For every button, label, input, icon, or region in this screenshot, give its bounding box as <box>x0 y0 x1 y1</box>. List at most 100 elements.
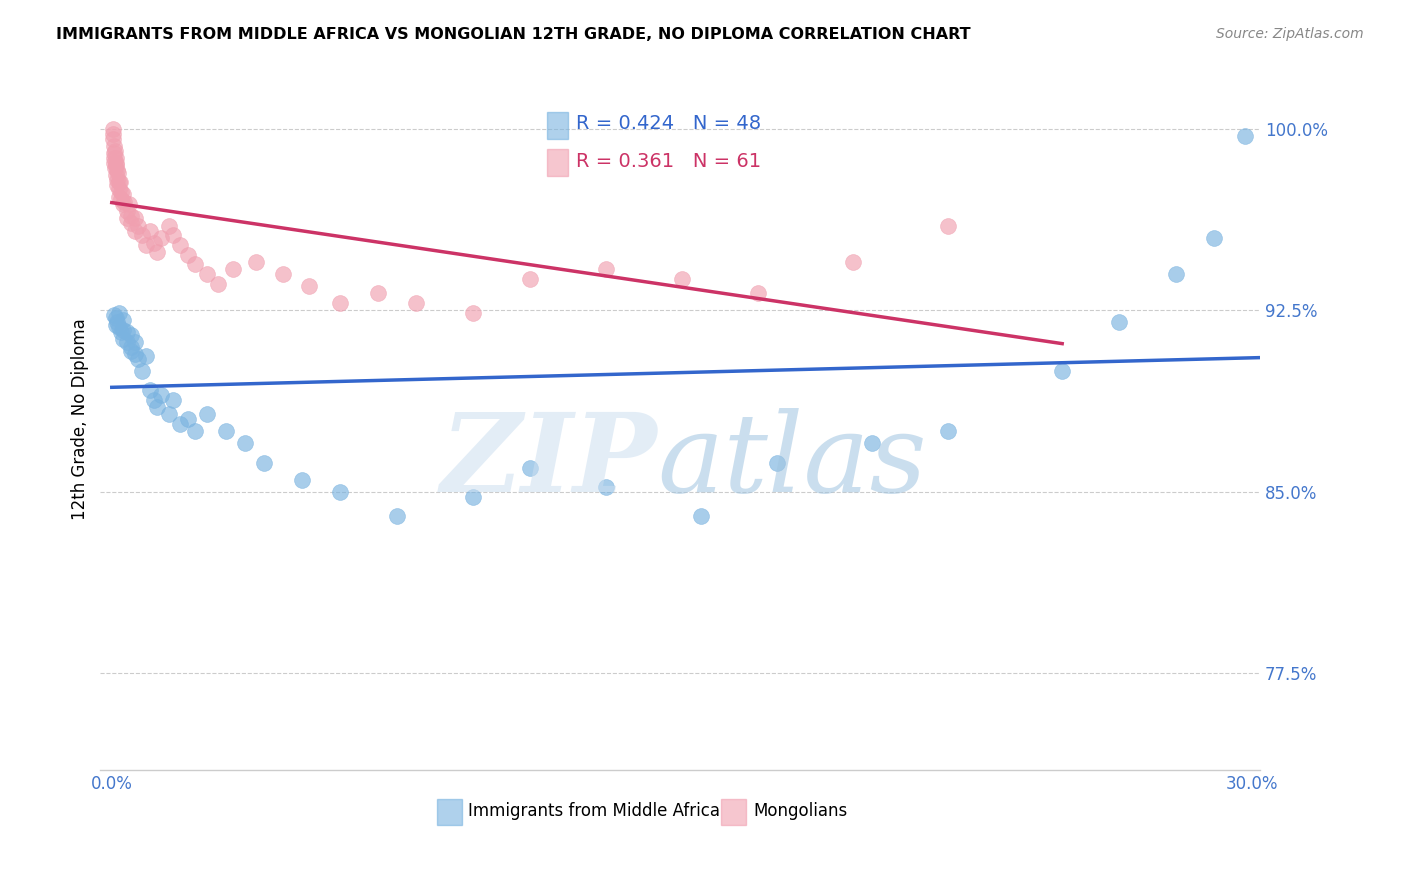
Point <box>107 165 129 179</box>
Point <box>146 400 169 414</box>
Point <box>184 257 207 271</box>
Point <box>104 151 127 165</box>
Point <box>184 425 207 439</box>
Point <box>101 127 124 141</box>
Point <box>367 286 389 301</box>
Point <box>461 306 484 320</box>
Point <box>405 296 427 310</box>
Point <box>112 197 135 211</box>
Point <box>271 267 294 281</box>
Point <box>146 245 169 260</box>
Point <box>112 194 135 209</box>
Point <box>120 216 142 230</box>
Point <box>1204 231 1226 245</box>
Point <box>103 308 125 322</box>
Bar <box>547 112 568 138</box>
Point <box>1233 129 1256 144</box>
Point <box>124 223 146 237</box>
Y-axis label: 12th Grade, No Diploma: 12th Grade, No Diploma <box>72 318 89 520</box>
Point <box>766 456 789 470</box>
Point <box>139 383 162 397</box>
Point <box>162 228 184 243</box>
Point <box>215 425 238 439</box>
Text: Mongolians: Mongolians <box>754 802 848 821</box>
Point <box>103 156 125 170</box>
Point <box>595 262 617 277</box>
Point <box>329 484 352 499</box>
Point <box>120 344 142 359</box>
Point <box>690 508 713 523</box>
Point <box>298 279 321 293</box>
Point <box>233 436 256 450</box>
Point <box>329 296 352 310</box>
Point <box>127 351 149 366</box>
Point <box>107 175 129 189</box>
Point <box>142 235 165 250</box>
Bar <box>547 149 568 176</box>
Point <box>115 334 138 349</box>
Text: Source: ZipAtlas.com: Source: ZipAtlas.com <box>1216 27 1364 41</box>
Point <box>105 163 128 178</box>
Point <box>177 412 200 426</box>
Point <box>120 209 142 223</box>
Point <box>1166 267 1188 281</box>
Point <box>195 267 218 281</box>
Point <box>139 223 162 237</box>
Point <box>115 325 138 339</box>
Point <box>150 231 173 245</box>
Text: IMMIGRANTS FROM MIDDLE AFRICA VS MONGOLIAN 12TH GRADE, NO DIPLOMA CORRELATION CH: IMMIGRANTS FROM MIDDLE AFRICA VS MONGOLI… <box>56 27 972 42</box>
Point <box>131 228 153 243</box>
Point <box>118 197 141 211</box>
Point <box>1050 364 1073 378</box>
Point <box>519 272 541 286</box>
Point <box>842 255 865 269</box>
Point <box>124 347 146 361</box>
Text: ZIP: ZIP <box>440 408 657 515</box>
Point <box>253 456 276 470</box>
Point <box>104 144 127 158</box>
Point <box>104 161 127 175</box>
Point <box>105 156 128 170</box>
Point <box>104 168 127 182</box>
Point <box>150 388 173 402</box>
Point <box>177 248 200 262</box>
Point <box>124 334 146 349</box>
Point <box>104 158 127 172</box>
Bar <box>721 799 747 824</box>
Point <box>120 340 142 354</box>
Point <box>157 408 180 422</box>
Point <box>108 182 131 196</box>
Point <box>222 262 245 277</box>
Point <box>108 320 131 334</box>
Point <box>124 211 146 226</box>
Point <box>103 139 125 153</box>
Point <box>142 392 165 407</box>
Point <box>110 185 132 199</box>
Point <box>104 318 127 332</box>
Point <box>103 146 125 161</box>
Point <box>195 408 218 422</box>
Point <box>671 272 693 286</box>
Point <box>162 392 184 407</box>
Point <box>860 436 883 450</box>
Point <box>107 178 129 192</box>
Point <box>135 238 157 252</box>
Point <box>747 286 769 301</box>
Point <box>112 313 135 327</box>
Point <box>105 173 128 187</box>
Point <box>104 310 127 325</box>
Point <box>461 490 484 504</box>
Point <box>108 175 131 189</box>
Point <box>169 417 191 431</box>
Point <box>110 192 132 206</box>
Point <box>291 473 314 487</box>
Text: R = 0.361   N = 61: R = 0.361 N = 61 <box>575 152 761 170</box>
Point <box>135 349 157 363</box>
Point <box>157 219 180 233</box>
Point <box>103 151 125 165</box>
Point <box>112 187 135 202</box>
Point <box>936 219 959 233</box>
Point <box>120 327 142 342</box>
Point <box>101 122 124 136</box>
Point <box>112 323 135 337</box>
